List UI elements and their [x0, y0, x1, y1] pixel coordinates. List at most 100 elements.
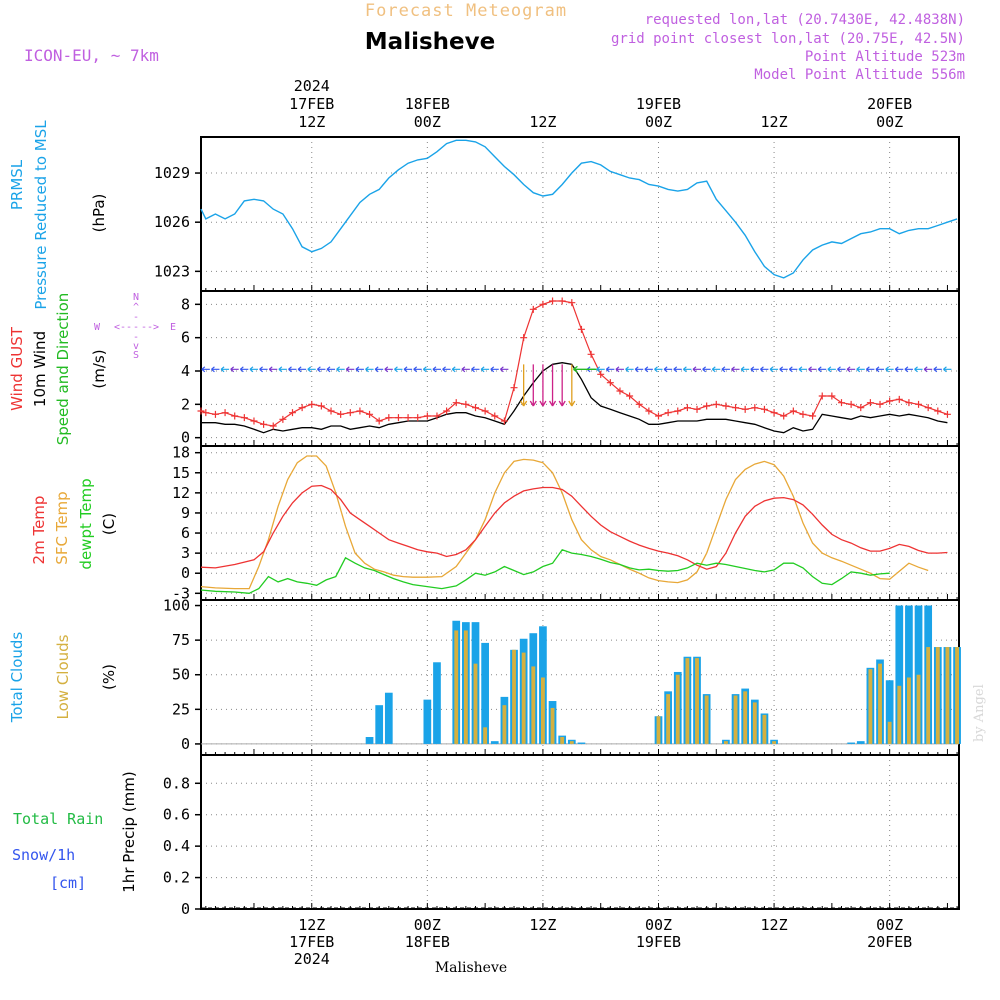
wind-gust-marker	[231, 412, 239, 420]
wind-gust-marker	[337, 410, 345, 418]
wind-gust-marker	[414, 414, 422, 422]
wind-gust-marker	[510, 384, 518, 392]
bottom-time-label: 17FEB	[289, 933, 334, 951]
low-clouds-bar	[531, 666, 536, 744]
wind-direction-arrow	[384, 366, 393, 373]
wind-direction-arrow	[933, 366, 942, 373]
wind-direction-label: Speed and Direction	[54, 293, 72, 446]
wind-gust-marker	[683, 404, 691, 412]
low-clouds-bar	[675, 674, 680, 744]
total-clouds-bar	[365, 737, 374, 744]
compass-mid: -	[133, 332, 139, 343]
temp-sfc-series-line	[200, 455, 929, 590]
y-tick-label: 50	[172, 666, 190, 684]
wind-gust-marker	[626, 392, 634, 400]
low-clouds-bar	[772, 741, 777, 744]
y-tick-label: 75	[172, 631, 190, 649]
wind-gust-marker	[915, 400, 923, 408]
y-tick-label: 0	[181, 900, 190, 918]
panel-frame	[200, 445, 960, 601]
y-tick-label: 0.8	[163, 774, 190, 792]
compass-mid: -	[133, 312, 139, 323]
wind-gust-marker	[712, 400, 720, 408]
bottom-time-label: 00Z	[645, 916, 672, 934]
wind-gust-series-line	[200, 300, 948, 427]
top-time-label: 20FEB	[867, 95, 912, 113]
wind-direction-arrow	[702, 366, 711, 373]
y-tick-label: 3	[181, 544, 190, 562]
wind-direction-arrow	[683, 366, 692, 373]
wind-direction-arrow	[539, 364, 547, 407]
wind-gust-marker	[751, 404, 759, 412]
total-clouds-bar	[423, 699, 432, 744]
total-clouds-bar	[433, 662, 441, 744]
wind-direction-arrow	[721, 366, 730, 373]
y-tick-label: 25	[172, 700, 190, 718]
low-clouds-bar	[752, 702, 757, 744]
wind-gust-marker	[828, 392, 836, 400]
wind-direction-arrow	[846, 366, 856, 373]
wind-direction-arrow	[374, 366, 384, 373]
wind-gust-marker	[452, 399, 460, 407]
y-tick-label: 1029	[154, 164, 190, 182]
compass-arrow-up: ^	[133, 302, 139, 313]
wind-direction-arrow	[817, 366, 827, 373]
y-tick-label: 0	[181, 429, 190, 447]
wind-gust-marker	[443, 407, 451, 415]
wind-direction-arrow	[230, 366, 239, 373]
y-tick-label: 8	[181, 295, 190, 313]
wind-gust-marker	[818, 392, 826, 400]
footer-location: Malisheve	[435, 960, 507, 976]
wind-direction-arrow	[220, 366, 230, 373]
wind-direction-arrow	[573, 365, 597, 373]
panel-frame	[200, 290, 960, 447]
low-clouds-bar	[463, 630, 468, 744]
wind-direction-arrow	[432, 366, 441, 373]
low-clouds-bar	[685, 658, 690, 744]
wind-direction-arrow	[336, 366, 345, 373]
wind-direction-arrow	[500, 366, 509, 373]
y-tick-label: 100	[163, 597, 190, 615]
y-tick-label: 1023	[154, 262, 190, 280]
top-time-label: 2024	[294, 77, 330, 95]
wind-direction-arrow	[288, 366, 297, 373]
low-clouds-bar	[483, 727, 488, 744]
wind-gust-marker	[211, 410, 219, 418]
wind-direction-arrow	[769, 366, 779, 373]
wind-direction-arrow	[520, 364, 528, 407]
wind-gust-marker	[934, 407, 942, 415]
rain-legend-label: Total Rain	[13, 810, 103, 828]
wind-gust-marker	[722, 402, 730, 410]
wind-10m-series-line	[201, 362, 948, 434]
top-time-label: 19FEB	[636, 95, 681, 113]
bottom-time-label: 12Z	[761, 916, 788, 934]
low-clouds-bar	[743, 691, 748, 744]
wind-gust-marker	[799, 410, 807, 418]
wind-direction-arrow	[297, 366, 307, 373]
wind-direction-arrow	[625, 366, 634, 373]
clouds-total-label: Total Clouds	[8, 632, 26, 724]
wind-gust-marker	[462, 400, 470, 408]
wind-direction-arrow	[307, 366, 316, 373]
wind-direction-arrow	[904, 366, 913, 373]
low-clouds-bar	[521, 652, 526, 744]
y-tick-label: 2	[181, 395, 190, 413]
wind-gust-marker	[866, 399, 874, 407]
wind-direction-arrow	[461, 366, 470, 373]
bottom-time-label: 19FEB	[636, 933, 681, 951]
panel-frame	[200, 599, 960, 756]
compass-arrow-down: v	[133, 341, 139, 352]
wind-gust-marker	[847, 400, 855, 408]
y-tick-label: 0.4	[163, 837, 190, 855]
wind-gust-marker	[886, 397, 894, 405]
wind-gust-marker	[279, 415, 287, 423]
wind-gust-marker	[269, 422, 277, 430]
pressure-unit: (hPa)	[90, 194, 108, 233]
top-time-label: 17FEB	[289, 95, 334, 113]
y-tick-label: 12	[172, 484, 190, 502]
wind-gust-marker	[577, 325, 585, 333]
total-clouds-bar	[490, 741, 499, 744]
wind-direction-arrow	[788, 366, 798, 373]
total-clouds-bar	[375, 705, 384, 744]
low-clouds-bar	[897, 685, 902, 744]
